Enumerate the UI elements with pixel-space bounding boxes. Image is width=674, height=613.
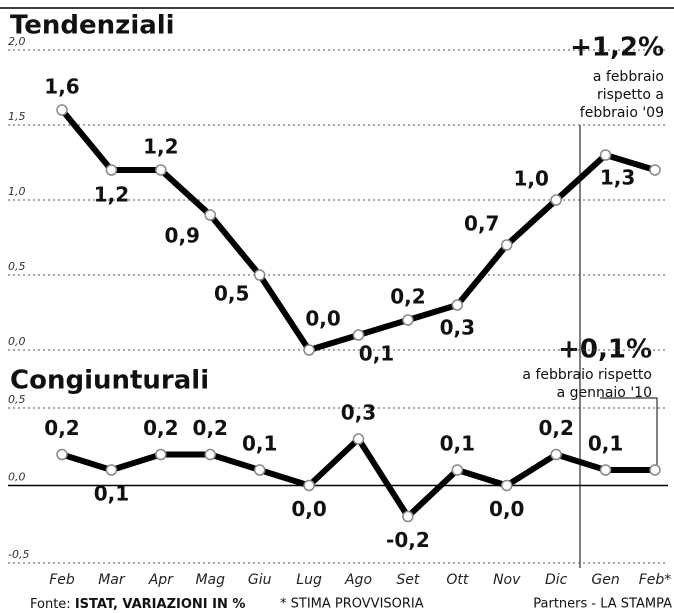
x-tick-label: Ago bbox=[344, 572, 372, 588]
data-label: 0,1 bbox=[440, 432, 475, 456]
point bbox=[56, 104, 68, 116]
data-label: 1,3 bbox=[600, 166, 635, 190]
x-tick-label: Giu bbox=[248, 572, 272, 588]
footer-credit: Partners - LA STAMPA bbox=[533, 597, 672, 612]
point bbox=[501, 479, 513, 492]
annotation: a gennaio '10 bbox=[557, 385, 652, 401]
point bbox=[550, 448, 562, 461]
point bbox=[352, 433, 365, 445]
point bbox=[56, 448, 68, 461]
y-tick-label: 1,5 bbox=[8, 110, 26, 123]
data-label: 0,5 bbox=[214, 282, 249, 306]
x-tick-label: Feb* bbox=[639, 572, 672, 588]
source-label: Fonte: bbox=[30, 597, 71, 612]
data-label: 0,1 bbox=[588, 432, 623, 456]
data-label: 0,2 bbox=[143, 416, 178, 440]
point bbox=[451, 464, 464, 476]
point bbox=[105, 464, 118, 476]
annotation: rispetto a bbox=[597, 87, 664, 103]
annotation: febbraio '09 bbox=[580, 105, 664, 121]
x-tick-label: Dic bbox=[545, 572, 568, 588]
data-label: 0,9 bbox=[165, 224, 200, 248]
data-label: 0,2 bbox=[538, 416, 573, 440]
data-label: 0,1 bbox=[242, 432, 277, 456]
y-tick-label: 2,0 bbox=[8, 35, 26, 48]
data-label: 1,2 bbox=[94, 183, 129, 207]
annotation: a febbraio bbox=[593, 69, 664, 85]
footer-note: * STIMA PROVVISORIA bbox=[280, 597, 424, 612]
x-tick-label: Set bbox=[396, 572, 420, 588]
point bbox=[253, 464, 266, 476]
data-label: 1,2 bbox=[143, 135, 178, 159]
x-tick-label: Gen bbox=[591, 572, 619, 588]
data-label: 1,0 bbox=[513, 167, 548, 191]
point bbox=[402, 314, 414, 326]
point bbox=[649, 164, 661, 176]
chart-title: Congiunturali bbox=[10, 366, 209, 396]
y-tick-label: 0,0 bbox=[8, 471, 26, 484]
y-tick-label: 0,5 bbox=[8, 393, 26, 406]
x-tick-label: Lug bbox=[296, 572, 322, 588]
data-label: 0,2 bbox=[193, 416, 228, 440]
footer: Fonte: ISTAT, VARIAZIONI IN % bbox=[30, 597, 245, 612]
line bbox=[61, 436, 655, 520]
point bbox=[649, 464, 661, 476]
data-label: 0,0 bbox=[489, 497, 524, 521]
annotation-box bbox=[600, 397, 658, 468]
data-label: 0,1 bbox=[94, 482, 129, 506]
data-label: 1,6 bbox=[44, 75, 79, 99]
data-label: 0,3 bbox=[440, 316, 475, 340]
data-label: 0,3 bbox=[341, 401, 376, 425]
annotation: +0,1% bbox=[558, 335, 652, 365]
point bbox=[599, 149, 612, 161]
y-tick-label: 0,5 bbox=[8, 260, 26, 273]
x-tick-label: Nov bbox=[493, 572, 521, 588]
y-tick-label: -0,5 bbox=[8, 548, 29, 561]
y-tick-label: 0,0 bbox=[8, 335, 26, 348]
point bbox=[451, 299, 464, 311]
point bbox=[155, 164, 167, 176]
point bbox=[352, 329, 365, 341]
point bbox=[402, 510, 414, 523]
point bbox=[155, 448, 167, 461]
y-tick-label: 1,0 bbox=[8, 185, 26, 198]
point bbox=[501, 239, 513, 251]
x-tick-label: Apr bbox=[148, 572, 174, 588]
point bbox=[204, 448, 216, 461]
point bbox=[253, 269, 266, 281]
data-label: 0,0 bbox=[291, 497, 326, 521]
source: ISTAT, VARIAZIONI IN % bbox=[75, 597, 246, 612]
point bbox=[599, 464, 612, 476]
data-label: 0,2 bbox=[44, 416, 79, 440]
data-label: 0,0 bbox=[305, 307, 340, 331]
x-tick-label: Feb bbox=[49, 572, 75, 588]
point bbox=[303, 344, 315, 356]
point bbox=[105, 164, 118, 176]
data-label: 0,1 bbox=[359, 342, 394, 366]
point bbox=[204, 209, 216, 221]
data-label: -0,2 bbox=[386, 528, 430, 552]
annotation: a febbraio rispetto bbox=[522, 367, 652, 383]
chart-title: Tendenziali bbox=[10, 11, 175, 41]
x-tick-label: Mar bbox=[98, 572, 126, 588]
point bbox=[550, 194, 562, 206]
x-tick-label: Ott bbox=[446, 572, 469, 588]
point bbox=[303, 479, 315, 492]
x-tick-label: Mag bbox=[195, 572, 225, 588]
data-label: 0,7 bbox=[464, 212, 499, 236]
annotation: +1,2% bbox=[570, 33, 664, 63]
data-label: 0,2 bbox=[390, 285, 425, 309]
